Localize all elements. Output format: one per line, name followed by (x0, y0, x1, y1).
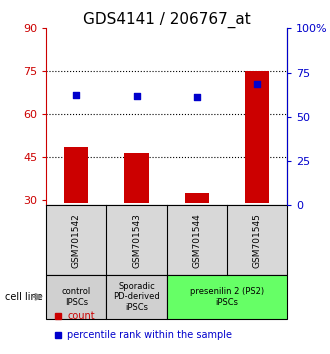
FancyBboxPatch shape (106, 275, 167, 319)
Text: GSM701543: GSM701543 (132, 213, 141, 268)
Text: GSM701545: GSM701545 (252, 213, 261, 268)
FancyBboxPatch shape (46, 205, 287, 275)
Bar (245, 71, 269, 202)
Text: cell line: cell line (5, 292, 46, 302)
Point (74, 92, 79, 98)
Text: GSM701544: GSM701544 (192, 213, 201, 268)
Point (134, 93, 139, 98)
Text: presenilin 2 (PS2)
iPSCs: presenilin 2 (PS2) iPSCs (190, 287, 264, 307)
Point (254, 81, 260, 87)
Title: GDS4141 / 206767_at: GDS4141 / 206767_at (83, 12, 250, 28)
Text: GSM701542: GSM701542 (72, 213, 81, 268)
FancyBboxPatch shape (167, 275, 287, 319)
Text: percentile rank within the sample: percentile rank within the sample (67, 330, 232, 339)
Bar (124, 153, 148, 202)
Bar (64, 147, 88, 202)
Point (194, 95, 199, 100)
FancyBboxPatch shape (46, 275, 106, 319)
Text: control
IPSCs: control IPSCs (62, 287, 91, 307)
Bar (185, 193, 209, 202)
Text: Sporadic
PD-derived
iPSCs: Sporadic PD-derived iPSCs (113, 282, 160, 312)
Text: count: count (67, 311, 95, 321)
